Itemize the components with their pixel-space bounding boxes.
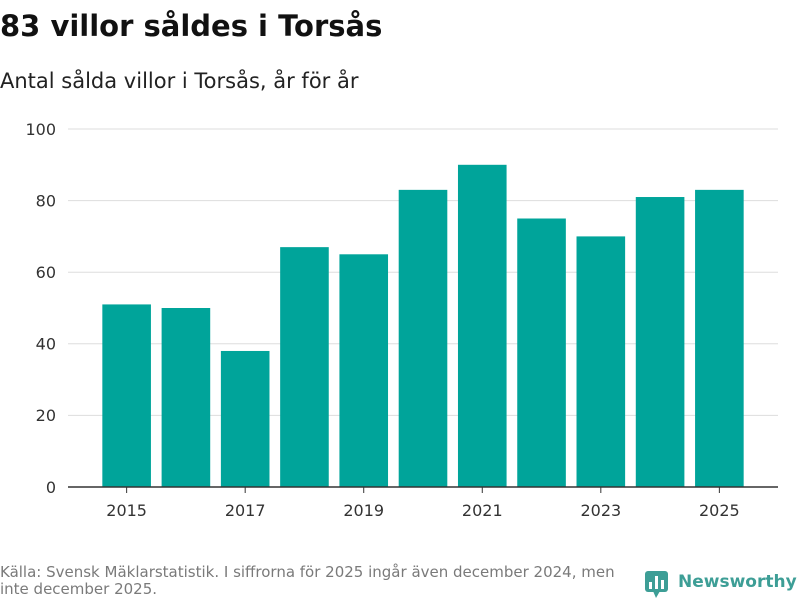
source-note: Källa: Svensk Mäklarstatistik. I siffror… — [0, 563, 615, 598]
bar-2019 — [339, 254, 389, 487]
bar-2018 — [280, 247, 329, 487]
bar-2021 — [457, 164, 507, 488]
bar-2022 — [517, 218, 566, 487]
chart-title: 83 villor såldes i Torsås — [0, 9, 382, 43]
y-tick-label-40: 40 — [36, 335, 56, 354]
x-tick-label-2025: 2025 — [699, 501, 740, 520]
newsworthy-logo: Newsworthy — [645, 571, 797, 599]
bar-2017 — [220, 350, 270, 487]
x-tick-label-2021: 2021 — [462, 501, 503, 520]
y-tick-label-100: 100 — [25, 120, 56, 139]
x-tick-label-2015: 2015 — [106, 501, 147, 520]
chart-subtitle: Antal sålda villor i Torsås, år för år — [0, 68, 359, 93]
y-tick-label-60: 60 — [36, 263, 56, 282]
x-tick-label-2017: 2017 — [225, 501, 266, 520]
bar-2016 — [161, 308, 211, 487]
axes: 0 20 40 60 80 100 2015 2017 2019 2021 2023 2025 — [25, 120, 778, 520]
logo-text: Newsworthy — [678, 572, 797, 592]
bar-2020 — [398, 189, 448, 488]
x-tick-label-2019: 2019 — [343, 501, 384, 520]
bar-2024 — [635, 197, 685, 487]
y-tick-label-0: 0 — [46, 478, 56, 497]
y-tick-label-80: 80 — [36, 191, 56, 210]
x-tick-label-2023: 2023 — [580, 501, 621, 520]
newsworthy-logo-icon — [645, 571, 668, 598]
y-tick-label-20: 20 — [36, 406, 56, 425]
bar-2015 — [102, 304, 151, 487]
bar-2023 — [576, 236, 626, 487]
bars — [102, 164, 744, 488]
bar-2025 — [695, 189, 744, 488]
